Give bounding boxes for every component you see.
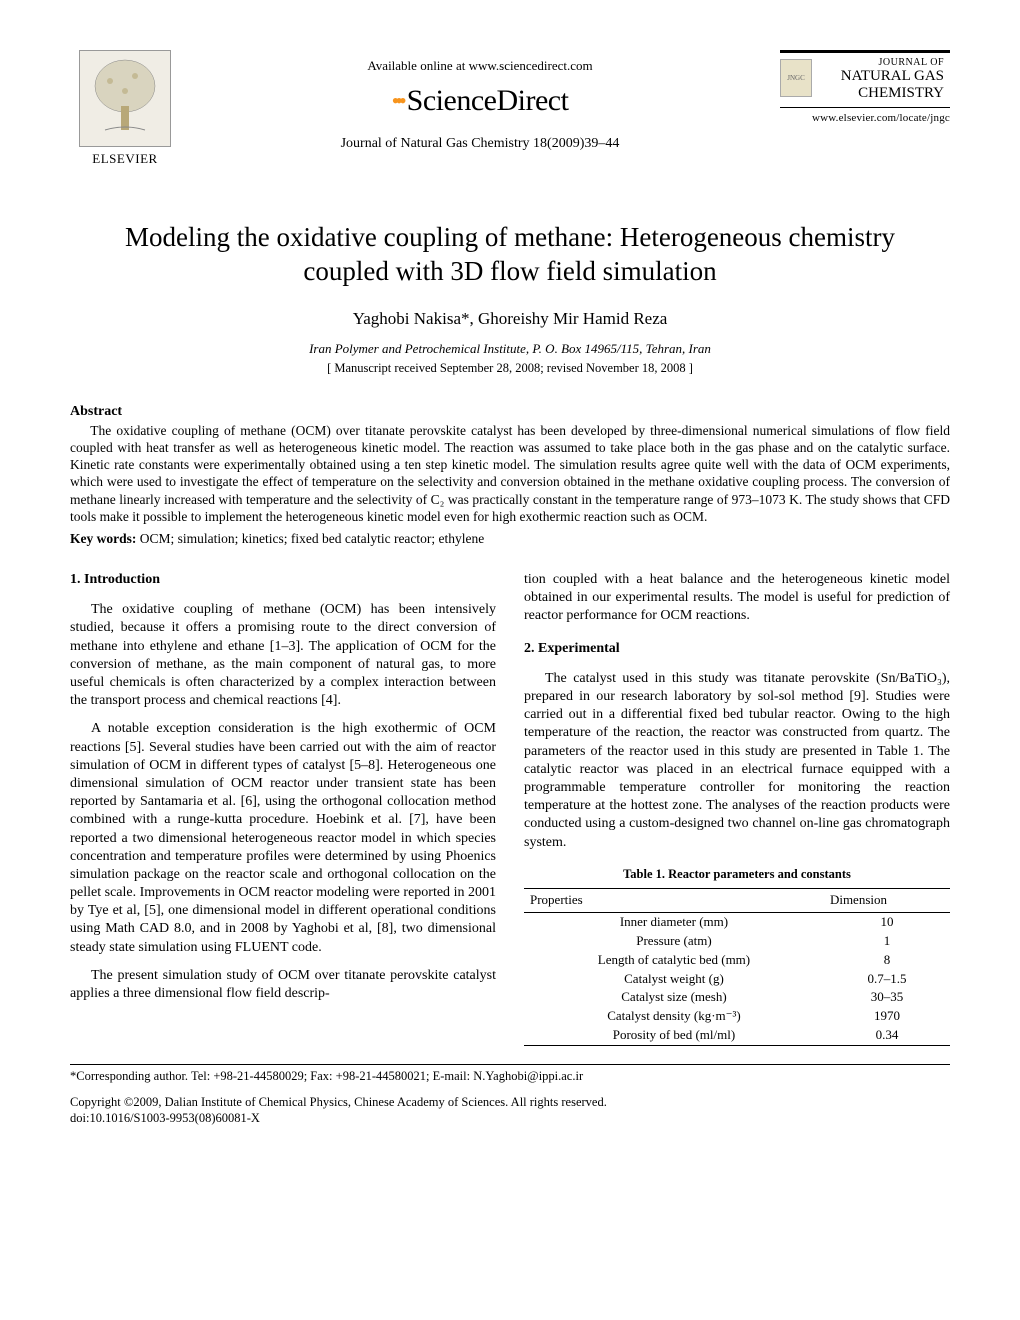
table1-prop: Pressure (atm)	[524, 932, 824, 951]
table1-val: 1970	[824, 1007, 950, 1026]
page-container: ELSEVIER Available online at www.science…	[0, 0, 1020, 1167]
table-row: Catalyst weight (g)0.7–1.5	[524, 970, 950, 989]
elsevier-text: ELSEVIER	[70, 151, 180, 167]
journal-box: JNGC JOURNAL OF NATURAL GAS CHEMISTRY	[780, 50, 950, 108]
journal-of-label: JOURNAL OF	[841, 53, 948, 68]
keywords-text: OCM; simulation; kinetics; fixed bed cat…	[136, 531, 484, 546]
table1-val: 1	[824, 932, 950, 951]
journal-name-line2: CHEMISTRY	[841, 85, 948, 102]
table1-body: Inner diameter (mm)10 Pressure (atm)1 Le…	[524, 912, 950, 1045]
abstract-text: The oxidative coupling of methane (OCM) …	[70, 422, 950, 526]
manuscript-dates: [ Manuscript received September 28, 2008…	[70, 361, 950, 376]
intro-para-3: The present simulation study of OCM over…	[70, 967, 496, 1003]
table1-val: 8	[824, 951, 950, 970]
table-row: Porosity of bed (ml/ml)0.34	[524, 1026, 950, 1045]
table1-header-dimension: Dimension	[824, 888, 950, 912]
table1-prop: Length of catalytic bed (mm)	[524, 951, 824, 970]
table1-val: 10	[824, 912, 950, 931]
table1-caption: Table 1. Reactor parameters and constant…	[524, 866, 950, 882]
sciencedirect-dots-icon: •••	[392, 88, 403, 114]
keywords-label: Key words:	[70, 531, 136, 546]
center-header: Available online at www.sciencedirect.co…	[180, 50, 780, 152]
table-row: Catalyst size (mesh)30–35	[524, 988, 950, 1007]
keywords-line: Key words: OCM; simulation; kinetics; fi…	[70, 531, 950, 547]
jngc-icon: JNGC	[780, 59, 812, 97]
table1-val: 0.7–1.5	[824, 970, 950, 989]
right-column: tion coupled with a heat balance and the…	[524, 571, 950, 1046]
experimental-para-1: The catalyst used in this study was tita…	[524, 670, 950, 852]
affiliation-line: Iran Polymer and Petrochemical Institute…	[70, 341, 950, 357]
journal-box-wrapper: JNGC JOURNAL OF NATURAL GAS CHEMISTRY ww…	[780, 50, 950, 124]
footnote-rule	[70, 1064, 950, 1065]
elsevier-tree-icon	[79, 50, 171, 147]
table-row: Pressure (atm)1	[524, 932, 950, 951]
sciencedirect-label: ScienceDirect	[407, 84, 569, 117]
left-column: 1. Introduction The oxidative coupling o…	[70, 571, 496, 1046]
table-row: Length of catalytic bed (mm)8	[524, 951, 950, 970]
authors-line: Yaghobi Nakisa*, Ghoreishy Mir Hamid Rez…	[70, 309, 950, 329]
table1-val: 0.34	[824, 1026, 950, 1045]
journal-citation: Journal of Natural Gas Chemistry 18(2009…	[180, 136, 780, 152]
intro-para-2: A notable exception consideration is the…	[70, 720, 496, 956]
journal-name-line1: NATURAL GAS	[841, 68, 948, 85]
journal-logo-row: JNGC JOURNAL OF NATURAL GAS CHEMISTRY	[780, 53, 950, 103]
copyright-line1: Copyright ©2009, Dalian Institute of Che…	[70, 1094, 950, 1110]
intro-para-1: The oxidative coupling of methane (OCM) …	[70, 601, 496, 710]
table1-prop: Inner diameter (mm)	[524, 912, 824, 931]
abstract-heading: Abstract	[70, 404, 950, 420]
table-row: Catalyst density (kg·m⁻³)1970	[524, 1007, 950, 1026]
corresponding-author-footnote: *Corresponding author. Tel: +98-21-44580…	[70, 1069, 950, 1084]
table1: Properties Dimension Inner diameter (mm)…	[524, 888, 950, 1046]
article-title: Modeling the oxidative coupling of metha…	[90, 221, 930, 289]
table-row: Inner diameter (mm)10	[524, 912, 950, 931]
table1-header-properties: Properties	[524, 888, 824, 912]
journal-url: www.elsevier.com/locate/jngc	[780, 112, 950, 124]
table1-val: 30–35	[824, 988, 950, 1007]
doi-line: doi:10.1016/S1003-9953(08)60081-X	[70, 1110, 950, 1126]
experimental-heading: 2. Experimental	[524, 640, 950, 658]
intro-para-3-continued: tion coupled with a heat balance and the…	[524, 571, 950, 626]
elsevier-logo-block: ELSEVIER	[70, 50, 180, 167]
sciencedirect-logo: ••• ScienceDirect	[180, 84, 780, 118]
table1-prop: Catalyst density (kg·m⁻³)	[524, 1007, 824, 1026]
available-online-text: Available online at www.sciencedirect.co…	[180, 58, 780, 74]
table1-prop: Porosity of bed (ml/ml)	[524, 1026, 824, 1045]
intro-heading: 1. Introduction	[70, 571, 496, 589]
table1-prop: Catalyst weight (g)	[524, 970, 824, 989]
two-column-body: 1. Introduction The oxidative coupling o…	[70, 571, 950, 1046]
header-row: ELSEVIER Available online at www.science…	[70, 50, 950, 167]
table1-prop: Catalyst size (mesh)	[524, 988, 824, 1007]
copyright-block: Copyright ©2009, Dalian Institute of Che…	[70, 1094, 950, 1127]
